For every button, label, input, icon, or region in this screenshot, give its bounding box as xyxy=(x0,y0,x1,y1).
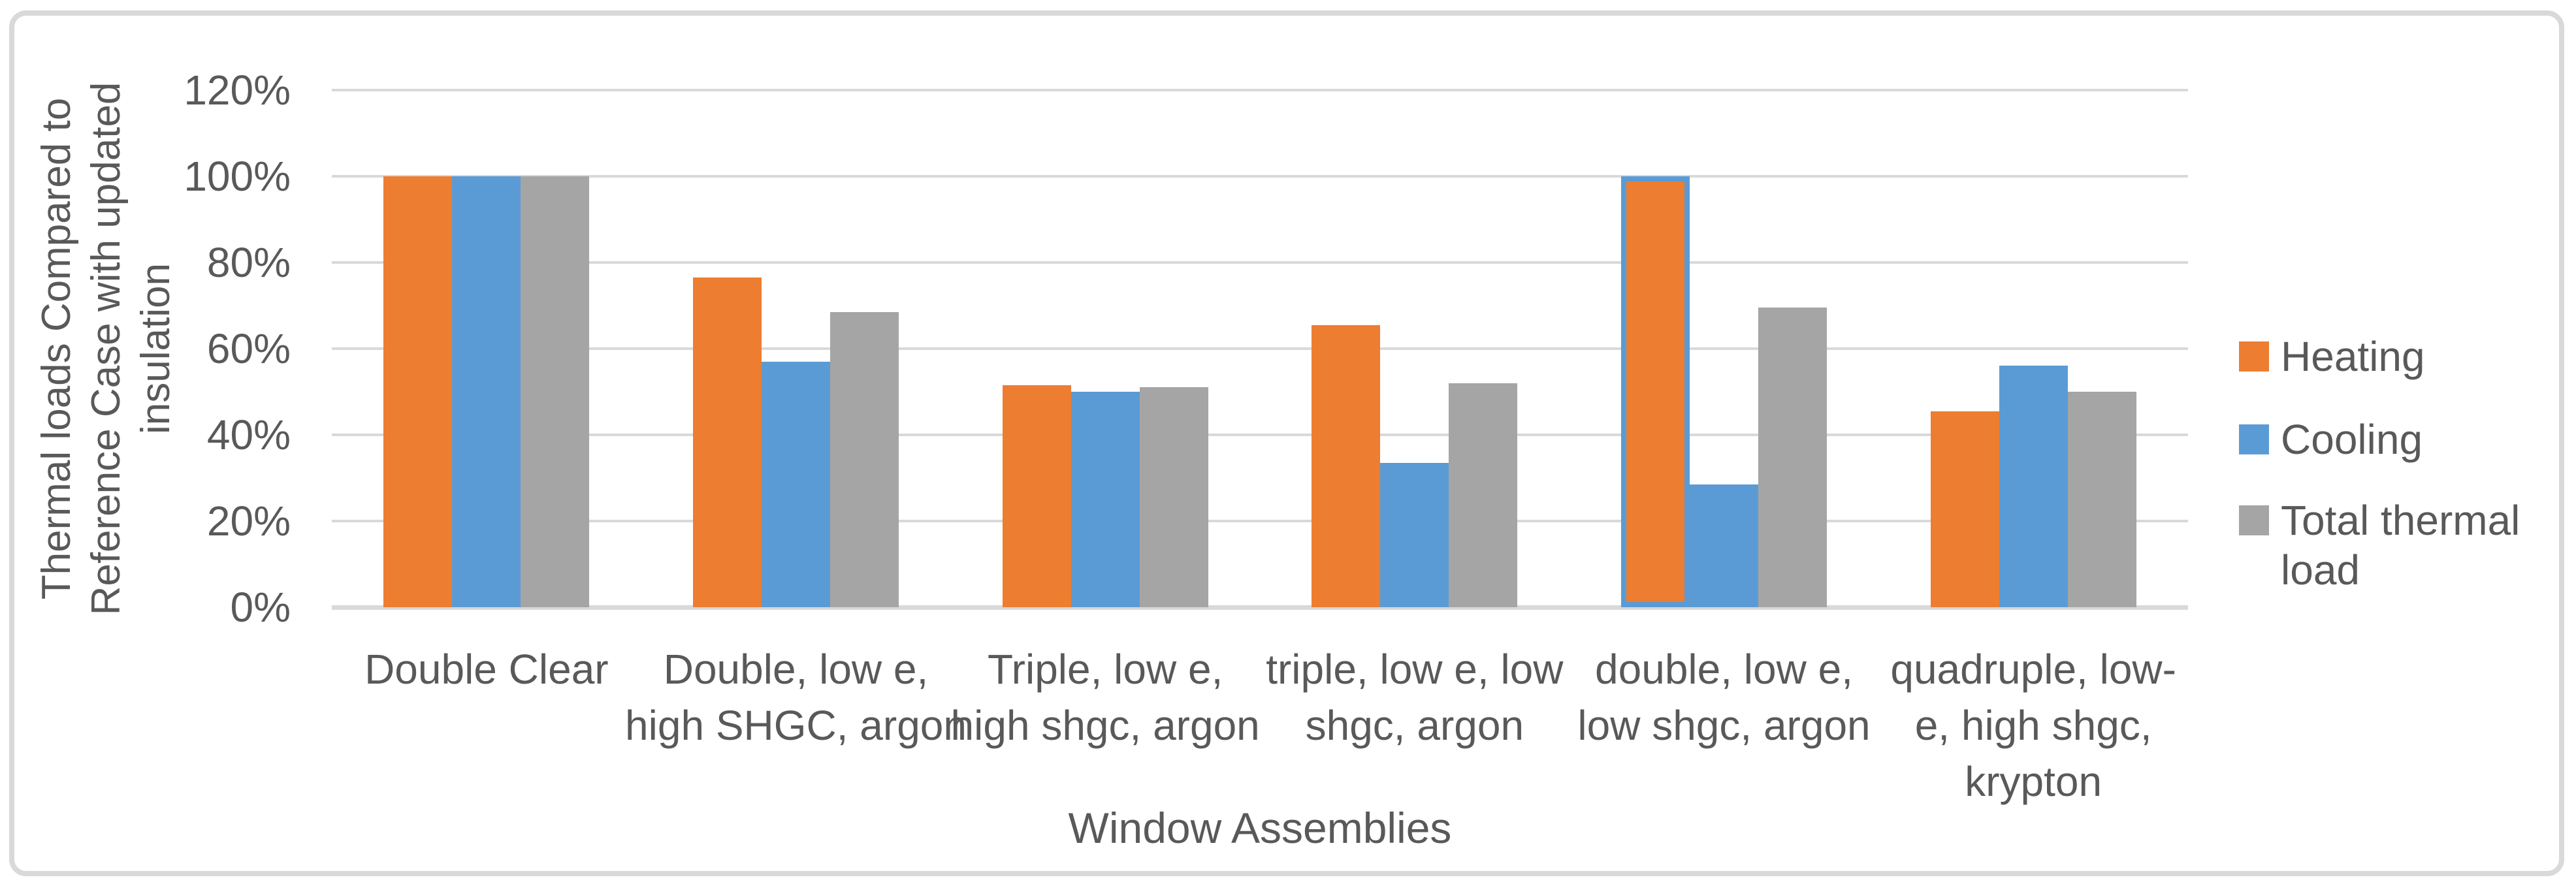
gridline-100% xyxy=(332,175,2188,178)
y-tick-label-120%: 120% xyxy=(184,67,291,114)
bar-cooling-2[interactable] xyxy=(1071,392,1140,607)
legend-item-heating[interactable]: Heating xyxy=(2239,332,2425,381)
y-tick-label-0%: 0% xyxy=(230,584,291,631)
y-tick-label-40%: 40% xyxy=(206,411,291,458)
gridline-60% xyxy=(332,347,2188,350)
bar-total-thermal-load-4[interactable] xyxy=(1758,308,1827,607)
legend-item-cooling[interactable]: Cooling xyxy=(2239,415,2423,464)
y-axis-title: Thermal loads Compared to Reference Case… xyxy=(34,82,178,616)
category-label-0: Double Clear xyxy=(364,646,609,693)
bar-heating-1[interactable] xyxy=(693,277,762,607)
legend-swatch-heating xyxy=(2239,341,2269,372)
bar-total-thermal-load-1[interactable] xyxy=(830,311,899,607)
y-tick-label-100%: 100% xyxy=(184,153,291,200)
bar-heating-2[interactable] xyxy=(1002,385,1071,607)
category-label-4: double, low e, low shgc, argon xyxy=(1577,646,1871,749)
x-axis-line xyxy=(332,605,2188,610)
bar-total-thermal-load-5[interactable] xyxy=(2067,392,2136,607)
bar-cooling-3[interactable] xyxy=(1380,462,1449,607)
y-tick-label-20%: 20% xyxy=(206,498,291,545)
legend-swatch-cooling xyxy=(2239,424,2269,454)
gridline-40% xyxy=(332,434,2188,436)
legend-label: Heating xyxy=(2281,333,2425,380)
bar-cooling-4[interactable] xyxy=(1690,484,1758,607)
bar-heating-0[interactable] xyxy=(383,176,453,607)
bar-heating-4-selected[interactable] xyxy=(1621,176,1690,607)
category-label-3: triple, low e, low shgc, argon xyxy=(1266,646,1564,749)
gridline-20% xyxy=(332,520,2188,522)
y-tick-label-80%: 80% xyxy=(206,239,291,286)
bar-heating-5[interactable] xyxy=(1930,411,1999,607)
legend-label: Total thermal load xyxy=(2281,497,2520,593)
bar-total-thermal-load-3[interactable] xyxy=(1449,383,1518,607)
category-label-1: Double, low e, high SHGC, argon xyxy=(625,646,967,749)
legend-swatch-total-thermal-load xyxy=(2239,505,2269,535)
legend-item-total-thermal-load[interactable]: Total thermal load xyxy=(2239,496,2520,595)
bar-cooling-5[interactable] xyxy=(1999,366,2068,607)
bar-total-thermal-load-0[interactable] xyxy=(521,176,590,607)
bar-total-thermal-load-2[interactable] xyxy=(1139,387,1208,607)
x-axis-title: Window Assemblies xyxy=(1068,804,1452,852)
y-tick-label-60%: 60% xyxy=(206,325,291,372)
bar-cooling-1[interactable] xyxy=(762,361,830,607)
gridline-120% xyxy=(332,89,2188,91)
category-label-5: quadruple, low- e, high shgc, krypton xyxy=(1890,646,2176,805)
category-label-2: Triple, low e, high shgc, argon xyxy=(950,646,1260,749)
bar-cooling-0[interactable] xyxy=(452,176,521,607)
bar-heating-3[interactable] xyxy=(1312,324,1381,607)
legend-label: Cooling xyxy=(2281,416,2423,463)
gridline-80% xyxy=(332,261,2188,264)
